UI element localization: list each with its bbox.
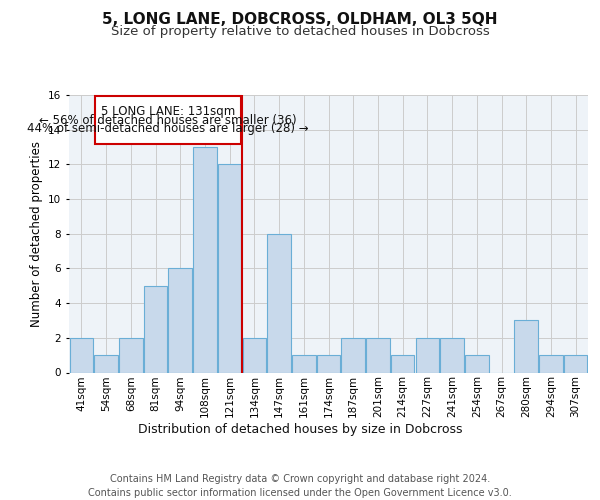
Bar (169, 268, 192, 372)
Bar (119, 338, 143, 372)
Bar (514, 320, 538, 372)
Bar (218, 164, 241, 372)
Text: 5, LONG LANE, DOBCROSS, OLDHAM, OL3 5QH: 5, LONG LANE, DOBCROSS, OLDHAM, OL3 5QH (102, 12, 498, 28)
Bar (341, 338, 365, 372)
Text: ← 56% of detached houses are smaller (36): ← 56% of detached houses are smaller (36… (39, 114, 296, 126)
Bar (539, 355, 563, 372)
Bar (391, 355, 415, 372)
Text: Contains HM Land Registry data © Crown copyright and database right 2024.
Contai: Contains HM Land Registry data © Crown c… (88, 474, 512, 498)
Bar (416, 338, 439, 372)
Bar (268, 234, 291, 372)
Bar (144, 286, 167, 372)
Bar (94, 355, 118, 372)
Bar (70, 338, 93, 372)
Y-axis label: Number of detached properties: Number of detached properties (29, 141, 43, 327)
Bar (193, 147, 217, 372)
Text: Size of property relative to detached houses in Dobcross: Size of property relative to detached ho… (110, 25, 490, 38)
Bar (366, 338, 389, 372)
Text: 5 LONG LANE: 131sqm: 5 LONG LANE: 131sqm (101, 106, 235, 118)
Bar (292, 355, 316, 372)
Bar (95, 96, 241, 144)
Bar (465, 355, 488, 372)
Bar (564, 355, 587, 372)
Bar (242, 338, 266, 372)
Bar (317, 355, 340, 372)
Text: 44% of semi-detached houses are larger (28) →: 44% of semi-detached houses are larger (… (27, 122, 308, 135)
Bar (440, 338, 464, 372)
Text: Distribution of detached houses by size in Dobcross: Distribution of detached houses by size … (138, 422, 462, 436)
